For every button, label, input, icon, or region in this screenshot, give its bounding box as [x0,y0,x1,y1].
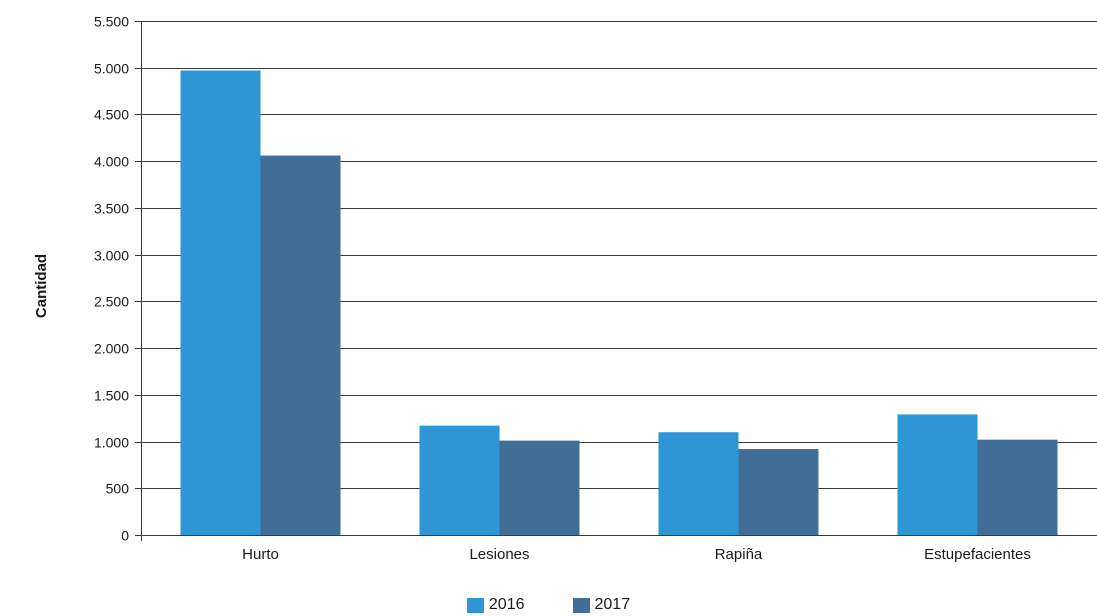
y-tick-label: 500 [106,481,130,497]
legend-swatch [466,597,484,613]
legend-swatch [572,597,590,613]
y-tick-label: 5.500 [94,14,129,30]
y-tick-label: 1.500 [94,388,129,404]
legend-label: 2017 [594,596,631,613]
y-tick-label: 3.000 [94,248,129,264]
x-axis-categories: Hurto Lesiones Rapiña Estupefacientes [242,546,1031,563]
y-tick-label: 4.000 [94,154,129,170]
bar-2017-lesiones [499,440,580,535]
bar-2017-rapiña [738,449,819,535]
y-tick-label: 5.000 [94,61,129,77]
bars [180,70,1058,536]
y-tick-label: 2.500 [94,294,129,310]
bar-2016-lesiones [419,425,500,535]
y-axis-label: Cantidad [33,254,50,318]
legend-item-2017: 2017 [572,596,631,614]
y-axis-ticks: 0 500 1.000 1.500 2.000 2.500 3.000 3.500 4.000 4… [94,14,129,544]
y-tick-label: 2.000 [94,341,129,357]
y-tick-label: 1.000 [94,435,129,451]
x-category-label: Lesiones [469,546,529,563]
chart-legend: 2016 2017 [0,594,1097,616]
bar-2017-estupefacientes [977,439,1058,535]
x-category-label: Estupefacientes [924,546,1031,563]
bar-chart: 0 500 1.000 1.500 2.000 2.500 3.000 3.500 4.000 4… [33,14,1097,563]
bar-2017-hurto [260,155,341,536]
bar-2016-estupefacientes [897,414,978,535]
x-category-label: Rapiña [715,546,763,563]
bar-2016-rapiña [658,432,739,535]
x-category-label: Hurto [242,546,279,563]
y-tick-label: 4.500 [94,107,129,123]
bar-2016-hurto [180,70,261,535]
legend-item-2016: 2016 [466,596,525,614]
y-tick-label: 3.500 [94,201,129,217]
y-tick-label: 0 [121,528,129,544]
legend-label: 2016 [488,596,525,613]
